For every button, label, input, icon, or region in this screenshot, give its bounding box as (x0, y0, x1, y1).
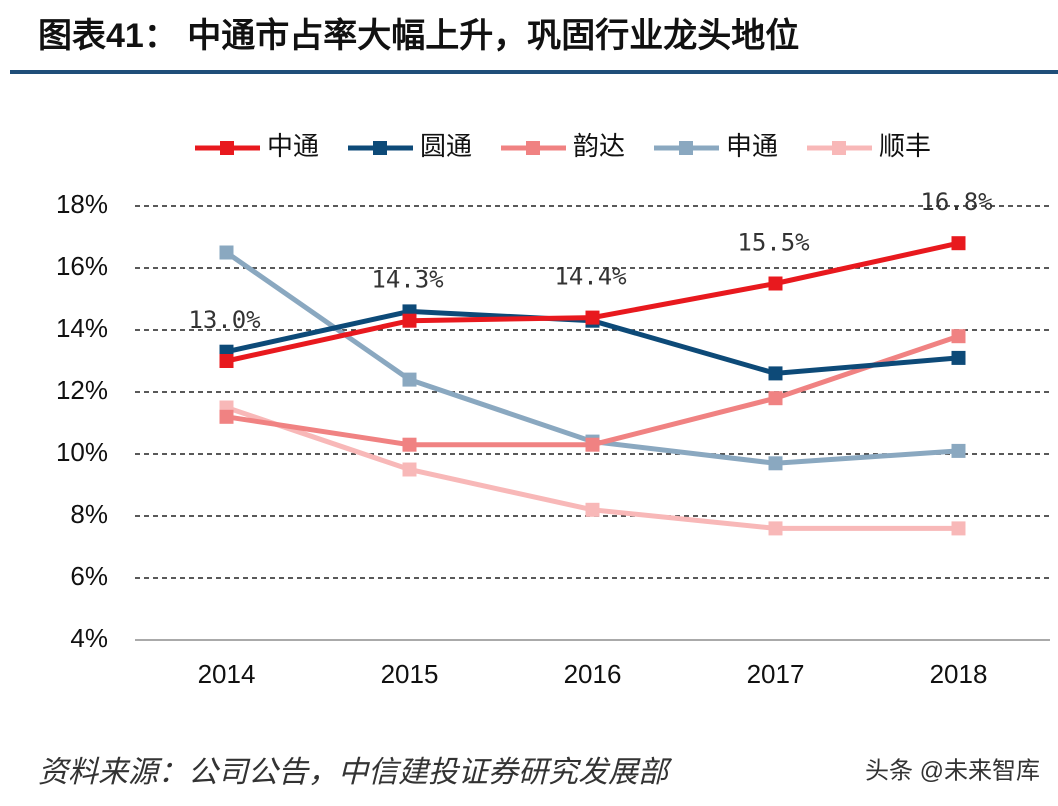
data-point (951, 350, 966, 365)
y-tick-label: 14% (56, 313, 108, 343)
x-tick-label: 2018 (930, 659, 988, 689)
data-point (768, 391, 783, 406)
x-tick-label: 2017 (747, 659, 805, 689)
data-point (768, 521, 783, 536)
legend-label: 顺丰 (879, 131, 931, 161)
data-label: 14.3% (371, 266, 444, 294)
data-point (219, 354, 234, 368)
legend-marker (373, 141, 387, 155)
data-point (402, 462, 417, 477)
data-point (768, 366, 783, 381)
legend-label: 中通 (267, 131, 319, 161)
data-point (585, 437, 600, 452)
data-point (402, 313, 417, 328)
legend-label: 申通 (726, 131, 778, 161)
data-label: 16.8% (920, 188, 993, 216)
data-point (585, 310, 600, 325)
data-point (951, 329, 966, 344)
legend-marker (526, 141, 540, 155)
data-point (768, 276, 783, 291)
data-label: 15.5% (737, 229, 810, 257)
x-tick-label: 2015 (381, 659, 439, 689)
data-label: 14.4% (554, 263, 627, 291)
series-line (226, 333, 960, 448)
series-line (225, 240, 960, 364)
legend-label: 韵达 (573, 131, 625, 161)
data-point (402, 437, 417, 452)
chart-title: 图表41： 中通市占率大幅上升，巩固行业龙头地位 (38, 16, 799, 55)
source-note: 资料来源：公司公告，中信建投证券研究发展部 (38, 755, 673, 790)
data-point (219, 409, 234, 424)
y-tick-label: 12% (56, 375, 108, 405)
data-point (585, 502, 600, 517)
data-point (219, 245, 234, 260)
x-tick-label: 2014 (198, 659, 256, 689)
legend-marker (220, 141, 234, 155)
data-point (951, 521, 966, 536)
legend-label: 圆通 (420, 131, 472, 161)
y-tick-label: 16% (56, 251, 108, 281)
data-point (951, 236, 966, 251)
data-point (402, 372, 417, 387)
data-point (768, 456, 783, 471)
y-tick-label: 6% (70, 561, 108, 591)
x-tick-label: 2016 (564, 659, 622, 689)
y-tick-label: 18% (56, 189, 108, 219)
y-tick-label: 10% (56, 437, 108, 467)
y-tick-label: 8% (70, 499, 108, 529)
legend-marker (679, 141, 693, 155)
data-label: 13.0% (188, 306, 261, 334)
title-rule (10, 70, 1058, 74)
watermark: 头条 @未来智库 (865, 757, 1040, 784)
legend-marker (832, 141, 846, 155)
data-point (951, 443, 966, 458)
y-tick-label: 4% (70, 623, 108, 653)
